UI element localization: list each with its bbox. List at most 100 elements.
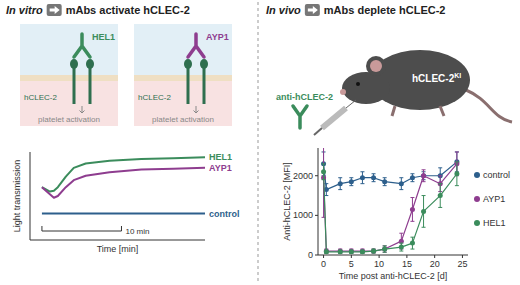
series-point xyxy=(382,247,387,252)
header-em: In vitro xyxy=(6,4,43,16)
header-title: mAbs activate hCLEC-2 xyxy=(66,4,190,16)
antibody xyxy=(74,34,90,57)
intracellular xyxy=(134,78,232,126)
x-tick xyxy=(406,255,407,258)
series-point xyxy=(321,169,326,174)
error-bar xyxy=(399,243,403,251)
legend-marker xyxy=(474,172,480,178)
series-point xyxy=(410,175,415,180)
extracellular xyxy=(20,24,118,78)
error-bar xyxy=(422,196,426,228)
legend-label: AYP1 xyxy=(483,194,505,204)
x-tick-label: 10 xyxy=(374,259,384,269)
y-axis-label: Light transmission xyxy=(12,160,22,233)
x-tick-label: 25 xyxy=(457,259,467,269)
x-tick xyxy=(462,255,463,258)
series-line xyxy=(324,162,457,190)
chart: 0100020000510152025Anti-hCLEC-2 [MFI]Tim… xyxy=(282,138,510,281)
error-bar xyxy=(410,174,414,182)
syringe-plunger xyxy=(314,128,322,135)
series-point xyxy=(324,249,329,254)
error-bar xyxy=(372,249,376,253)
series-point xyxy=(421,173,426,178)
error-bar xyxy=(338,250,342,253)
x-tick-label: 5 xyxy=(349,259,354,269)
mouse-label: hCLEC-2KI xyxy=(412,72,461,84)
injection-label: anti-hCLEC-2 xyxy=(276,92,333,102)
error-bar xyxy=(349,250,353,253)
x-tick-label: 15 xyxy=(402,259,412,269)
series-point xyxy=(410,207,415,212)
header-arrow xyxy=(50,6,60,14)
receptor-stem xyxy=(73,68,76,104)
error-bar xyxy=(455,162,459,186)
x-tick xyxy=(379,255,380,258)
x-tick xyxy=(351,255,352,258)
error-bar xyxy=(410,198,414,222)
series-point xyxy=(360,249,365,254)
receptor-label: hCLEC-2 xyxy=(138,93,171,102)
series-point xyxy=(338,249,343,254)
y-axis xyxy=(30,152,31,240)
membrane xyxy=(134,75,232,81)
effect-label: platelet activation xyxy=(152,115,214,124)
header-title: mAbs deplete hCLEC-2 xyxy=(324,4,446,16)
error-bar xyxy=(372,249,376,253)
error-bar xyxy=(383,178,387,186)
y-axis xyxy=(318,148,319,255)
signal-arrow xyxy=(194,106,199,113)
series-line xyxy=(42,213,205,215)
series-point xyxy=(349,179,354,184)
syringe-needle xyxy=(346,100,356,108)
y-tick-label: 1000 xyxy=(293,210,313,220)
error-bar xyxy=(372,174,376,182)
y-tick xyxy=(315,175,318,176)
series-point xyxy=(421,173,426,178)
legend-marker xyxy=(474,196,480,202)
series-line xyxy=(324,172,457,252)
x-axis-label: Time post anti-hCLEC-2 [d] xyxy=(339,271,448,281)
series-point xyxy=(371,249,376,254)
x-axis-label: Time [min] xyxy=(97,244,139,254)
series-point xyxy=(399,245,404,250)
mouse-eye xyxy=(356,82,360,86)
series-point xyxy=(371,175,376,180)
syringe-body xyxy=(322,108,346,128)
mouse-label-main: hCLEC-2 xyxy=(412,73,455,84)
error-bar xyxy=(383,246,387,252)
divider xyxy=(258,2,259,283)
x-axis xyxy=(318,255,468,256)
receptor-head xyxy=(200,59,208,69)
extracellular xyxy=(134,24,232,78)
diagram-box: HEL1hCLEC-2platelet activation xyxy=(20,24,118,126)
series-point xyxy=(360,249,365,254)
y-tick xyxy=(315,255,318,256)
diagram-box: AYP1hCLEC-2platelet activation xyxy=(134,24,232,126)
series-label: control xyxy=(209,209,240,219)
error-bar xyxy=(349,178,353,186)
receptor-stem xyxy=(203,68,206,104)
series-point xyxy=(421,209,426,214)
series-point xyxy=(371,249,376,254)
mouse-head xyxy=(342,72,390,104)
mouse-feet xyxy=(392,106,444,116)
effect-label: platelet activation xyxy=(38,115,100,124)
series-label: AYP1 xyxy=(209,163,232,173)
y-axis-label: Anti-hCLEC-2 [MFI] xyxy=(282,162,292,241)
antibody xyxy=(188,34,204,57)
membrane xyxy=(20,75,118,81)
error-bar xyxy=(383,246,387,252)
x-tick xyxy=(434,255,435,258)
series-point xyxy=(349,249,354,254)
error-bar xyxy=(338,178,342,190)
header-arrow xyxy=(308,6,318,14)
legend-marker xyxy=(474,220,480,226)
legend-label: HEL1 xyxy=(483,218,506,228)
figure: In vitromAbs activate hCLEC-2In vivomAbs… xyxy=(0,0,520,285)
receptor-head xyxy=(184,59,192,69)
antibody-label: HEL1 xyxy=(92,32,115,42)
x-tick-label: 0 xyxy=(321,259,326,269)
injection-antibody xyxy=(293,106,307,128)
chart: Light transmissionTime [min]10 minHEL1AY… xyxy=(12,152,240,254)
series-point xyxy=(349,249,354,254)
